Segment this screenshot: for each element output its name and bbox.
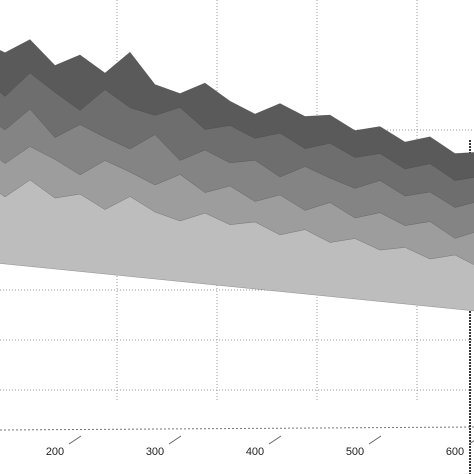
x-tick-label: 200 [46,446,64,458]
surface-layer [0,179,474,312]
x-axis [0,426,474,431]
x-tick-label: 600 [446,446,464,458]
tick-mark [168,435,182,445]
x-tick-label: 300 [146,446,164,458]
tick-mark [68,435,82,445]
tick-mark [368,435,382,445]
x-tick-label: 400 [246,446,264,458]
x-tick-label: 500 [346,446,364,458]
tick-mark [468,440,474,445]
tick-mark [268,435,282,445]
surface [0,39,474,312]
